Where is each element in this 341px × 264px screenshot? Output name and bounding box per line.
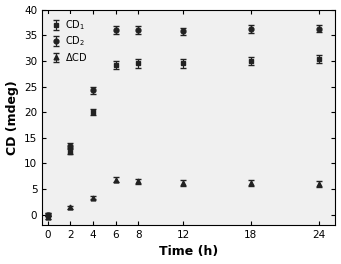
Legend: CD$_1$, CD$_2$, $\Delta$CD: CD$_1$, CD$_2$, $\Delta$CD	[47, 15, 91, 67]
Y-axis label: CD (mdeg): CD (mdeg)	[5, 80, 18, 155]
X-axis label: Time (h): Time (h)	[159, 246, 219, 258]
